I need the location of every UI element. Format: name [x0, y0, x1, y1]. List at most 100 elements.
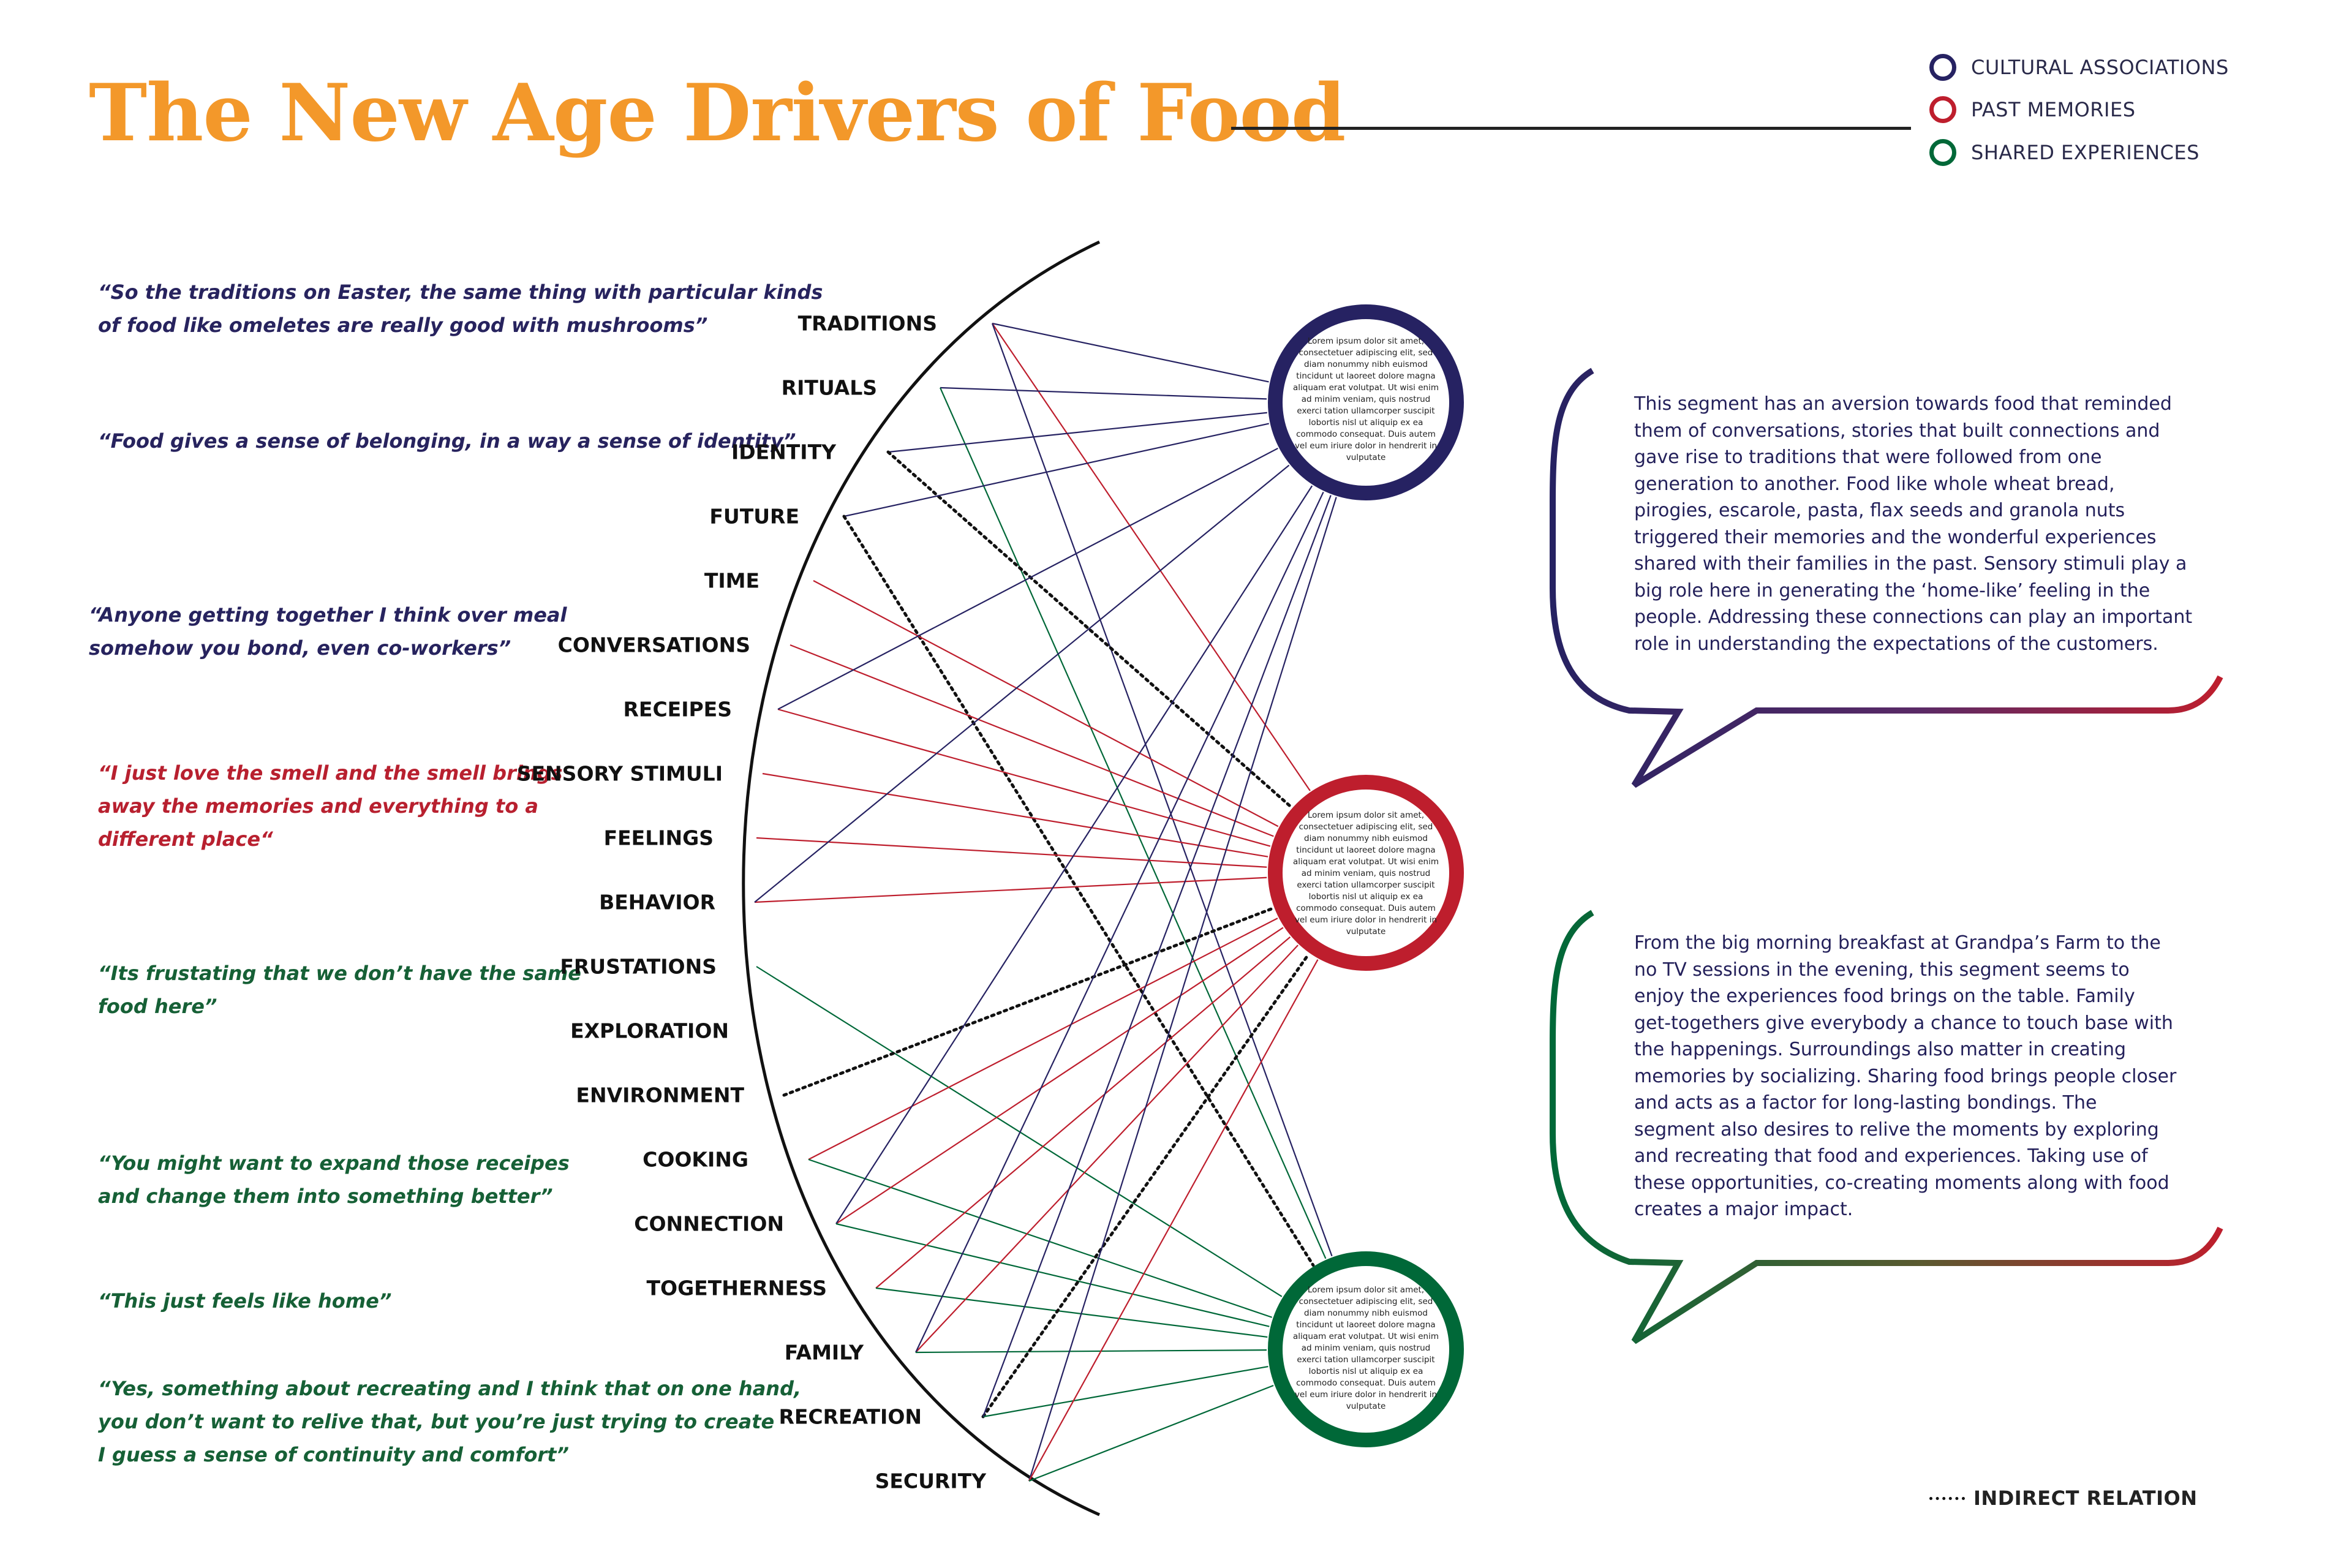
legend-ring-memories-icon [1929, 96, 1956, 123]
quote-7-line-1: “This just feels like home” [98, 1289, 392, 1313]
quote-7: “This just feels like home” [98, 1284, 391, 1317]
link-traditions-shared [991, 323, 1333, 1257]
link-rituals-cultural [940, 386, 1267, 400]
link-togetherness-memories [875, 936, 1291, 1289]
link-family-memories [915, 944, 1298, 1353]
node-label-feelings: FEELINGS [603, 826, 714, 850]
quote-4-line-3: different place“ [98, 827, 273, 851]
link-environment-memories [782, 907, 1275, 1097]
link-traditions-cultural [992, 322, 1269, 383]
quote-6-line-1: “You might want to expand those receipes [98, 1152, 570, 1175]
paragraph-bottom-line: enjoy the experiences food brings on the… [1634, 986, 2135, 1007]
circle-cultural [1268, 304, 1464, 500]
paragraph-bottom: From the big morning breakfast at Grandp… [1634, 930, 2176, 1223]
link-frustations-shared [756, 966, 1283, 1297]
circle-cultural-text: Lorem ipsum dolor sit amet, consectetuer… [1293, 336, 1439, 462]
link-family-shared [915, 1349, 1267, 1354]
quote-6-line-2: and change them into something better” [98, 1185, 553, 1208]
node-label-exploration: EXPLORATION [570, 1019, 729, 1043]
link-receipes-memories [777, 708, 1271, 847]
circle-shared-text: Lorem ipsum dolor sit amet, consectetuer… [1293, 1285, 1439, 1411]
legend-label-memories: PAST MEMORIES [1971, 98, 2136, 121]
node-label-future: FUTURE [709, 504, 799, 529]
paragraph-bottom-line: segment also desires to relive the momen… [1634, 1118, 2159, 1140]
paragraph-bottom-line: creates a major impact. [1634, 1199, 1853, 1220]
node-label-identity: IDENTITY [731, 440, 836, 464]
node-label-conversations: CONVERSATIONS [557, 633, 750, 657]
quote-4-line-2: away the memories and everything to a [98, 794, 538, 818]
node-label-togetherness: TOGETHERNESS [646, 1276, 827, 1300]
paragraph-top-line: role in understanding the expectations o… [1634, 633, 2158, 655]
link-security-shared [1028, 1384, 1274, 1482]
paragraph-bottom-line: no TV sessions in the evening, this segm… [1634, 959, 2130, 981]
indirect-relation-legend: INDIRECT RELATION [1929, 1487, 2198, 1510]
node-label-security: SECURITY [875, 1469, 986, 1493]
link-family-cultural [915, 491, 1324, 1353]
quote-8-line-2: you don’t want to relive that, but you’r… [98, 1410, 775, 1433]
link-togetherness-shared [875, 1287, 1268, 1338]
node-label-rituals: RITUALS [781, 375, 877, 400]
link-connection-memories [835, 927, 1284, 1224]
dotted-line-icon [1929, 1496, 1965, 1500]
legend-cultural: CULTURAL ASSOCIATIONS [1929, 54, 2229, 81]
paragraph-top-line: people. Addressing these connections can… [1634, 606, 2193, 628]
paragraph-bottom-line: get-togethers give everybody a chance to… [1634, 1012, 2173, 1034]
link-behavior-memories [754, 876, 1267, 903]
legend-label-cultural: CULTURAL ASSOCIATIONS [1971, 56, 2229, 79]
link-rituals-shared [939, 387, 1327, 1259]
quote-8-line-3: I guess a sense of continuity and comfor… [98, 1443, 570, 1466]
link-traditions-memories [992, 323, 1311, 791]
quote-4-line-1: “I just love the smell and the smell bri… [98, 761, 563, 785]
link-future-cultural [843, 423, 1269, 518]
circle-memories [1268, 775, 1464, 971]
paragraph-bottom-line: memories by socializing. Sharing food br… [1634, 1065, 2177, 1087]
quote-4: “I just love the smell and the smell bri… [98, 756, 563, 856]
node-label-traditions: TRADITIONS [797, 311, 937, 336]
link-recreation-shared [982, 1365, 1268, 1418]
link-identity-memories [886, 450, 1293, 809]
quote-6: “You might want to expand those receipes… [98, 1147, 570, 1213]
link-receipes-cultural [777, 447, 1278, 710]
legend-label-shared: SHARED EXPERIENCES [1971, 141, 2199, 164]
link-future-shared [842, 514, 1315, 1267]
paragraph-bottom-line: From the big morning breakfast at Grandp… [1634, 932, 2161, 954]
quote-1: “So the traditions on Easter, the same t… [98, 276, 823, 342]
link-cooking-memories [808, 918, 1278, 1160]
node-label-sensory-stimuli: SENSORY STIMULI [516, 761, 723, 786]
node-label-behavior: BEHAVIOR [599, 890, 715, 914]
link-identity-cultural [888, 412, 1267, 453]
speech-bubble-bottom [1550, 910, 2223, 1344]
quote-3: “Anyone getting together I think over me… [89, 598, 567, 665]
node-label-frustations: FRUSTATIONS [560, 954, 717, 979]
link-cooking-shared [808, 1158, 1273, 1318]
paragraph-top-line: generation to another. Food like whole w… [1634, 473, 2115, 495]
paragraph-bottom-line: and acts as a factor for long-lasting bo… [1634, 1092, 2097, 1114]
quote-5-line-2: food here” [98, 995, 217, 1018]
quote-5-line-1: “Its frustating that we don’t have the s… [98, 962, 581, 985]
paragraph-top-line: big role here in generating the ‘home-li… [1634, 579, 2150, 601]
link-connection-shared [835, 1223, 1270, 1327]
circle-memories-text: Lorem ipsum dolor sit amet, consectetuer… [1293, 810, 1439, 937]
node-label-family: FAMILY [784, 1340, 864, 1365]
quote-8-line-1: “Yes, something about recreating and I t… [98, 1377, 802, 1400]
legend-memories: PAST MEMORIES [1929, 96, 2136, 123]
link-time-memories [813, 580, 1279, 827]
legend-ring-cultural-icon [1929, 54, 1956, 81]
paragraph-top: This segment has an aversion towards foo… [1634, 391, 2192, 657]
legend-ring-shared-icon [1929, 139, 1956, 166]
node-label-cooking: COOKING [643, 1147, 748, 1172]
link-security-memories [1028, 959, 1319, 1482]
quote-2: “Food gives a sense of belonging, in a w… [98, 424, 796, 458]
paragraph-top-line: gave rise to traditions that were follow… [1634, 447, 2102, 468]
node-label-recreation: RECREATION [778, 1404, 922, 1429]
indirect-relation-label: INDIRECT RELATION [1973, 1487, 2198, 1510]
quote-1-line-2: of food like omeletes are really good wi… [98, 314, 708, 337]
circle-shared [1268, 1251, 1464, 1447]
paragraph-bottom-line: the happenings. Surroundings also matter… [1634, 1039, 2127, 1060]
page-title: The New Age Drivers of Food [89, 67, 1346, 159]
paragraph-bottom-line: and recreating that food and experiences… [1634, 1145, 2148, 1167]
link-lines [754, 322, 1337, 1482]
node-label-receipes: RECEIPES [623, 697, 733, 722]
paragraph-top-line: This segment has an aversion towards foo… [1634, 393, 2172, 415]
paragraph-bottom-line: these opportunities, co-creating moments… [1634, 1172, 2169, 1194]
